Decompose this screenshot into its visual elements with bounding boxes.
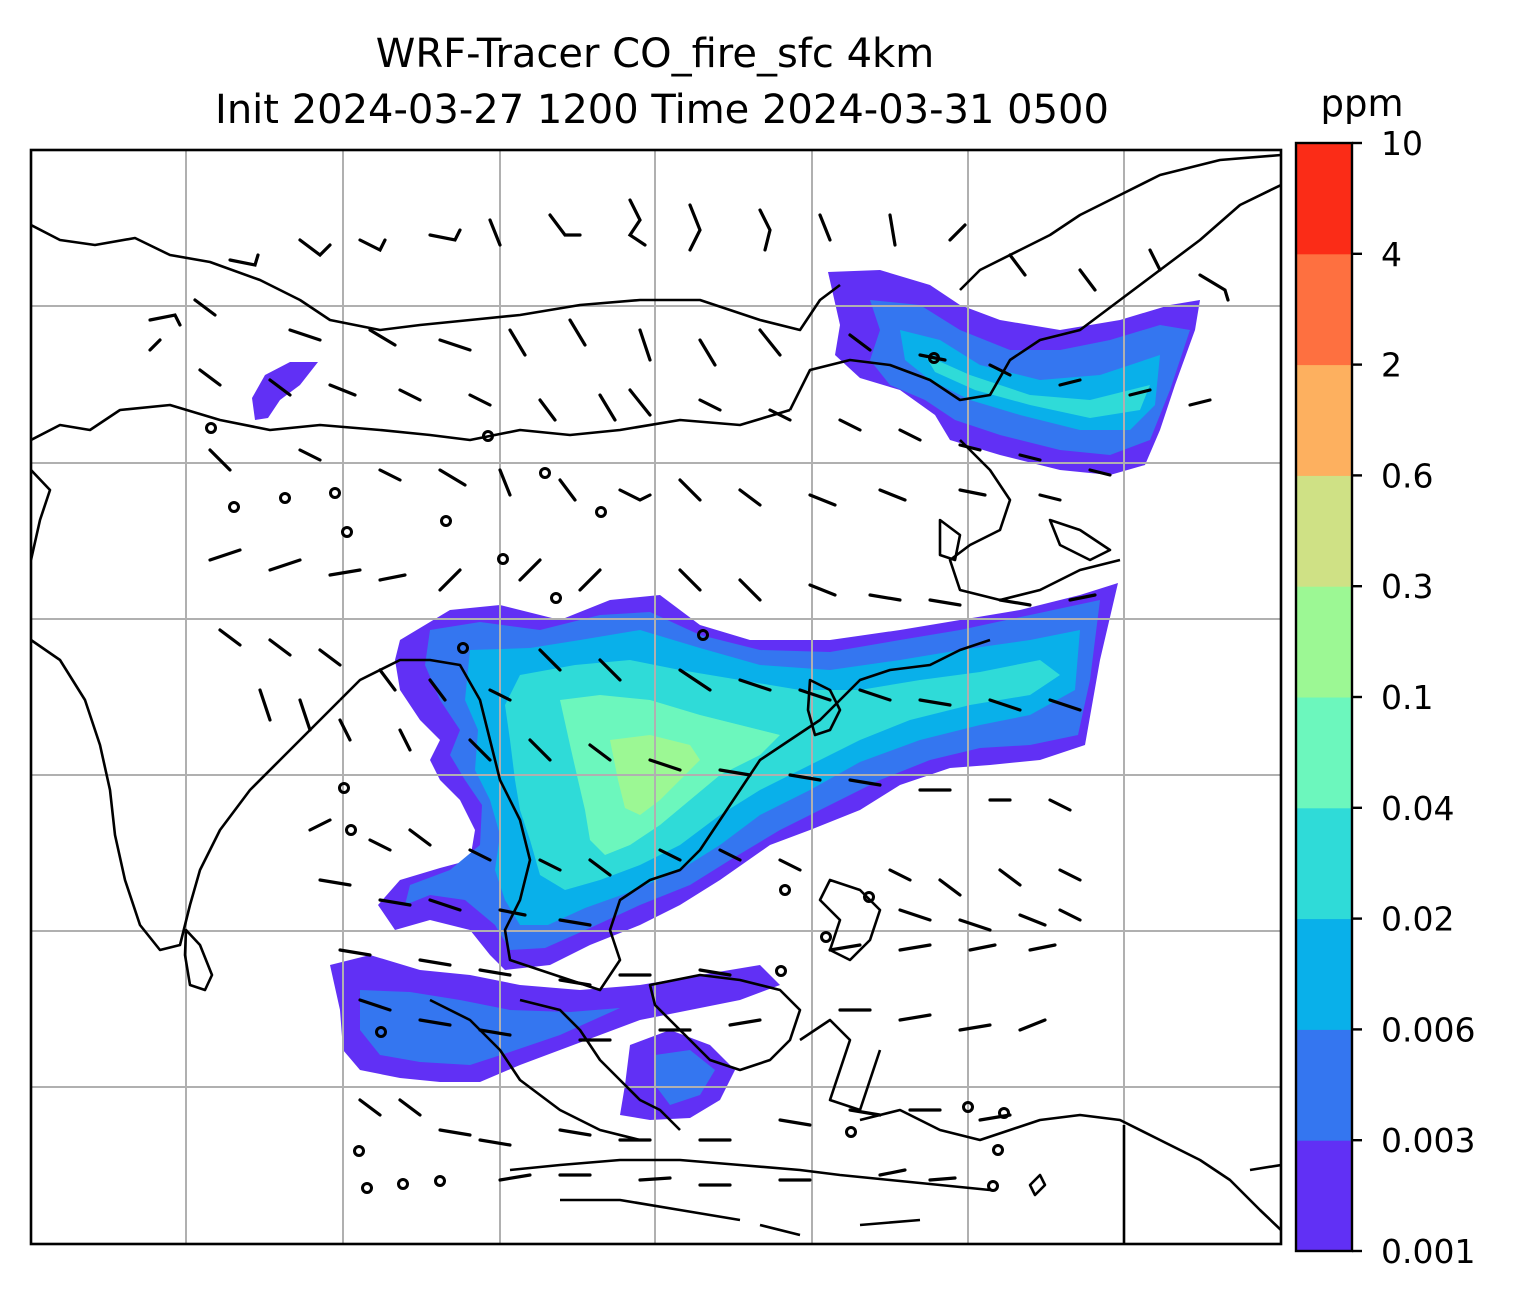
colorbar-tick-label: 0.04	[1381, 789, 1454, 828]
colorbar-segment	[1296, 1140, 1352, 1252]
map-panel	[31, 150, 1281, 1244]
colorbar-tick-label: 0.1	[1381, 678, 1433, 717]
colorbar-segment	[1296, 586, 1352, 698]
colorbar-segment	[1296, 918, 1352, 1030]
colorbar-segment	[1296, 697, 1352, 809]
colorbar-tick-label: 0.006	[1381, 1010, 1475, 1049]
colorbar: 0.001 0.003 0.006 0.02 0.04 0.1 0.3 0.6 2 4 10	[1294, 124, 1475, 1271]
map-frame	[29, 148, 1283, 1246]
wind-barbs	[148, 198, 1230, 1187]
colorbar-segment	[1296, 143, 1352, 255]
colorbar-tick-label: 10	[1381, 124, 1423, 163]
colorbar-tick-label: 2	[1381, 346, 1402, 385]
colorbar-tick-label: 0.6	[1381, 456, 1433, 495]
colorbar-tick-label: 0.3	[1381, 567, 1433, 606]
plume-south	[330, 955, 780, 1120]
colorbar-tick-label: 0.02	[1381, 900, 1454, 939]
calm-wind-markers	[205, 352, 1010, 1194]
title-line-2: Init 2024-03-27 1200 Time 2024-03-31 050…	[215, 87, 1109, 133]
colorbar-segment	[1296, 807, 1352, 920]
colorbar-segment	[1296, 1029, 1352, 1141]
colorbar-segment	[1296, 475, 1352, 587]
colorbar-tick-label: 0.001	[1381, 1232, 1475, 1271]
colorbar-unit: ppm	[1320, 82, 1403, 125]
coastlines	[31, 153, 1281, 1244]
colorbar-segment	[1296, 253, 1352, 366]
title-line-1: WRF-Tracer CO_fire_sfc 4km	[376, 31, 934, 77]
map-gridlines	[31, 150, 1281, 1244]
colorbar-tick-label: 0.003	[1381, 1121, 1475, 1160]
colorbar-tick-label: 4	[1381, 235, 1402, 274]
plume-north	[252, 270, 1200, 475]
colorbar-segment	[1296, 364, 1352, 476]
